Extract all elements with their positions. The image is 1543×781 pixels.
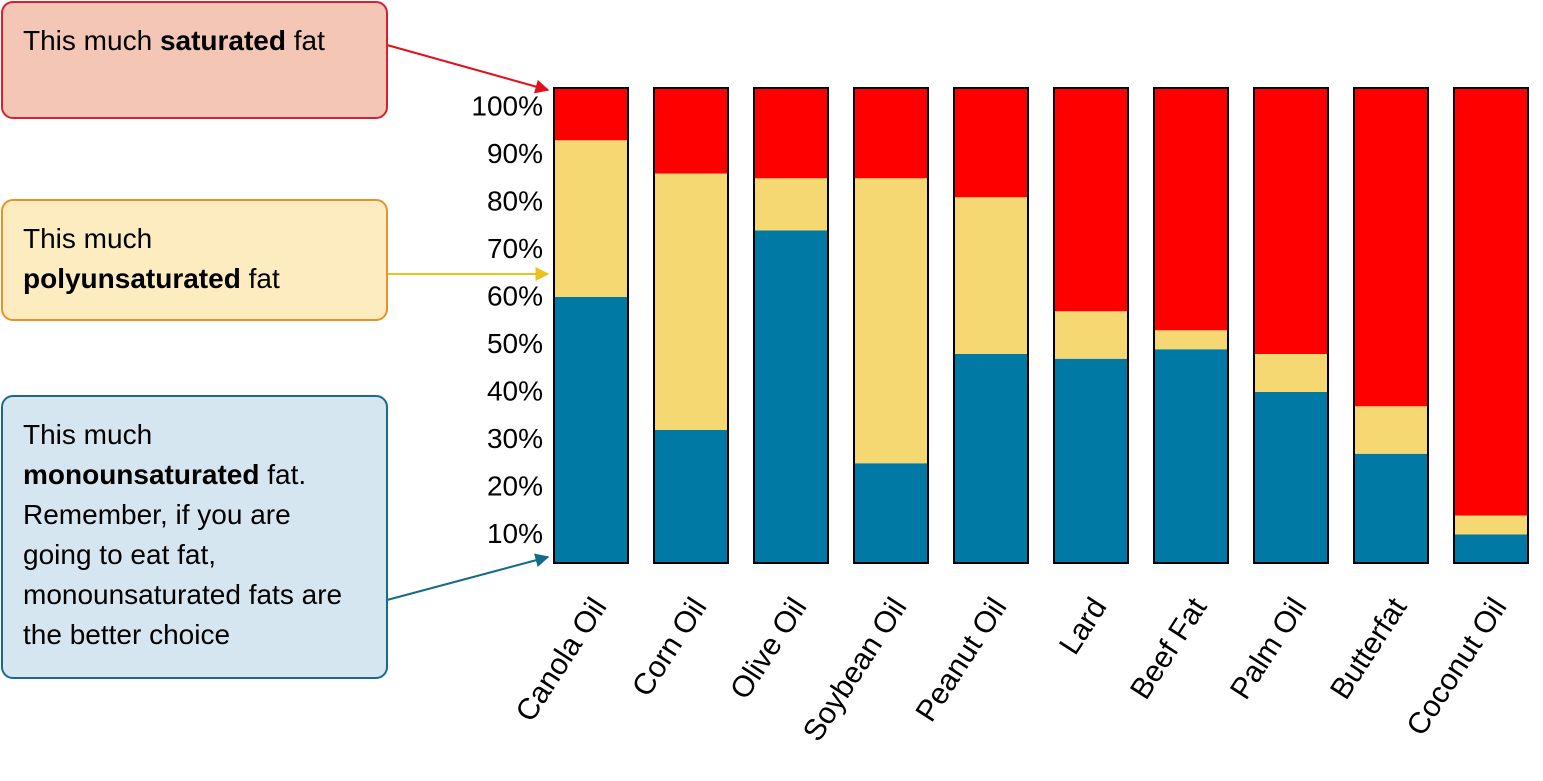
bar-segment <box>754 178 828 231</box>
x-tick-label: Beef Fat <box>1124 592 1214 706</box>
arrow <box>386 553 550 601</box>
bar-outline <box>1053 87 1129 564</box>
annotation-text: fat <box>285 25 325 56</box>
bar-segment <box>754 230 828 563</box>
bar-outline <box>553 87 629 564</box>
x-tick-label: Peanut Oil <box>910 592 1014 727</box>
bar-segment <box>1254 354 1328 392</box>
bar-segment <box>1154 88 1228 331</box>
x-tick-label: Lard <box>1053 592 1113 660</box>
bar-outline <box>653 87 729 564</box>
bar-outline <box>1453 87 1529 564</box>
y-tick-label: 80% <box>487 185 543 216</box>
bar-outline <box>753 87 829 564</box>
bar-segment <box>1254 88 1328 354</box>
annotation-box: This much saturated fat <box>1 1 388 119</box>
bar-segment <box>1454 88 1528 516</box>
bar-segment <box>1254 392 1328 563</box>
annotation-box: This much polyunsaturated fat <box>1 199 388 321</box>
y-tick-label: 90% <box>487 138 543 169</box>
y-tick-label: 50% <box>487 328 543 359</box>
x-tick-label: Soybean Oil <box>797 592 914 747</box>
bar-outline <box>953 87 1029 564</box>
bar-segment <box>1354 88 1428 407</box>
bar-outline <box>1253 87 1329 564</box>
bar-segment <box>1054 311 1128 359</box>
bar-segment <box>654 173 728 430</box>
annotation-text: This much <box>23 419 153 450</box>
bar-segment <box>954 197 1028 354</box>
bar-segment <box>654 430 728 563</box>
y-tick-label: 60% <box>487 280 543 311</box>
bar-segment <box>554 88 628 141</box>
bar-segment <box>954 88 1028 198</box>
bar-outline <box>1353 87 1429 564</box>
x-tick-label: Canola Oil <box>510 592 614 727</box>
x-tick-label: Butterfat <box>1324 592 1414 706</box>
bar-segment <box>554 297 628 563</box>
bar-segment <box>554 140 628 297</box>
bar-outline <box>1153 87 1229 564</box>
y-tick-label: 10% <box>487 518 543 549</box>
bar-segment <box>854 178 928 464</box>
annotation-text: This much <box>23 25 160 56</box>
y-tick-label: 100% <box>471 90 543 121</box>
annotation-text: monounsaturated <box>23 459 260 490</box>
bar-segment <box>1454 534 1528 563</box>
bar-segment <box>1454 515 1528 535</box>
y-tick-label: 20% <box>487 470 543 501</box>
bar-segment <box>854 463 928 563</box>
y-tick-label: 70% <box>487 233 543 264</box>
bar-segment <box>1054 358 1128 563</box>
bar-segment <box>1054 88 1128 312</box>
bar-segment <box>654 88 728 174</box>
bar-outline <box>853 87 929 564</box>
annotation-text: saturated <box>159 25 286 56</box>
bar-segment <box>954 354 1028 563</box>
annotation-text: fat. Remember, if you are going to eat f… <box>23 459 343 650</box>
x-tick-label: Corn Oil <box>626 592 714 702</box>
bar-segment <box>1354 453 1428 563</box>
y-tick-label: 30% <box>487 423 543 454</box>
y-tick-label: 40% <box>487 375 543 406</box>
arrow <box>386 44 550 94</box>
x-tick-label: Olive Oil <box>724 592 813 705</box>
bar-segment <box>1154 349 1228 563</box>
bar-segment <box>1154 330 1228 350</box>
annotation-text: fat <box>240 263 280 294</box>
bar-segment <box>1354 406 1428 454</box>
annotation-text: This much <box>23 223 153 254</box>
x-tick-label: Coconut Oil <box>1400 592 1513 741</box>
annotation-text: polyunsaturated <box>23 263 241 294</box>
x-tick-label: Palm Oil <box>1224 592 1313 705</box>
bar-segment <box>854 88 928 179</box>
annotation-box: This much monounsaturated fat. Remember,… <box>1 395 388 679</box>
bar-segment <box>754 88 828 179</box>
